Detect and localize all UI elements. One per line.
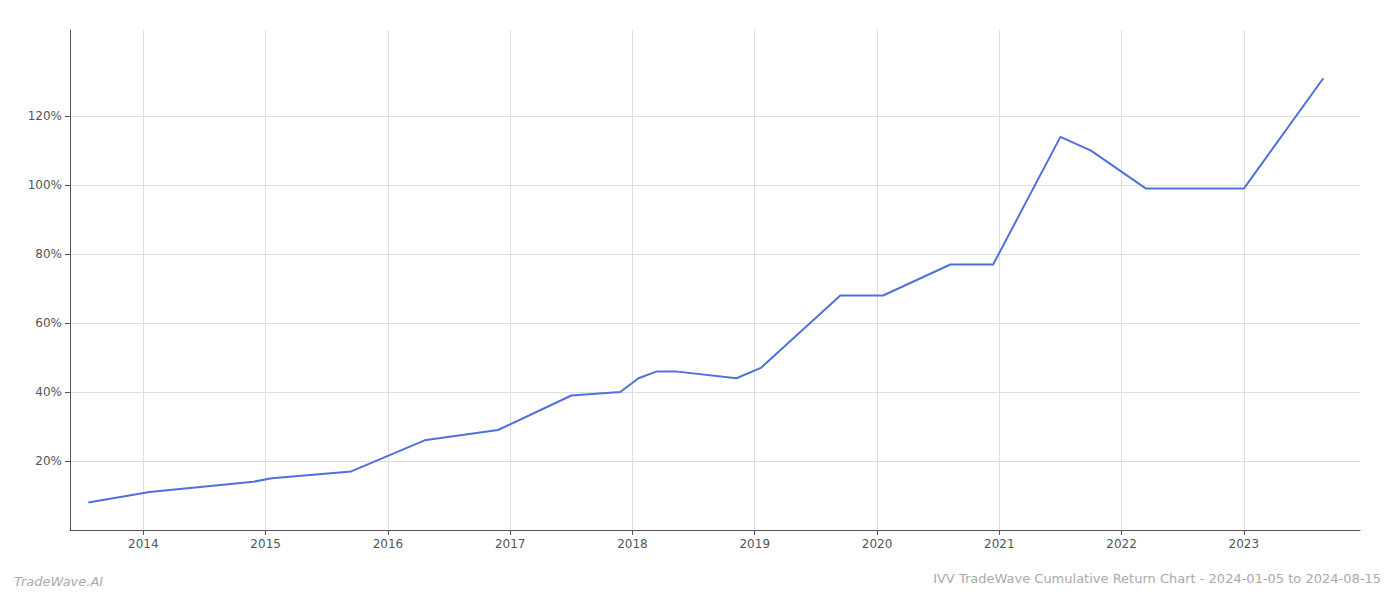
svg-text:2016: 2016 — [373, 537, 404, 551]
svg-text:100%: 100% — [28, 178, 62, 192]
svg-text:2023: 2023 — [1229, 537, 1260, 551]
svg-text:80%: 80% — [35, 247, 62, 261]
svg-text:40%: 40% — [35, 385, 62, 399]
svg-text:TradeWave.AI: TradeWave.AI — [14, 574, 103, 589]
svg-text:2017: 2017 — [495, 537, 526, 551]
svg-text:2014: 2014 — [128, 537, 159, 551]
svg-text:20%: 20% — [35, 454, 62, 468]
svg-text:60%: 60% — [35, 316, 62, 330]
svg-text:2020: 2020 — [862, 537, 893, 551]
svg-text:120%: 120% — [28, 109, 62, 123]
svg-text:2021: 2021 — [984, 537, 1015, 551]
svg-text:2022: 2022 — [1106, 537, 1137, 551]
svg-text:2018: 2018 — [617, 537, 648, 551]
svg-text:IVV TradeWave Cumulative Retur: IVV TradeWave Cumulative Return Chart - … — [933, 571, 1381, 586]
svg-text:2015: 2015 — [250, 537, 281, 551]
svg-text:2019: 2019 — [739, 537, 770, 551]
